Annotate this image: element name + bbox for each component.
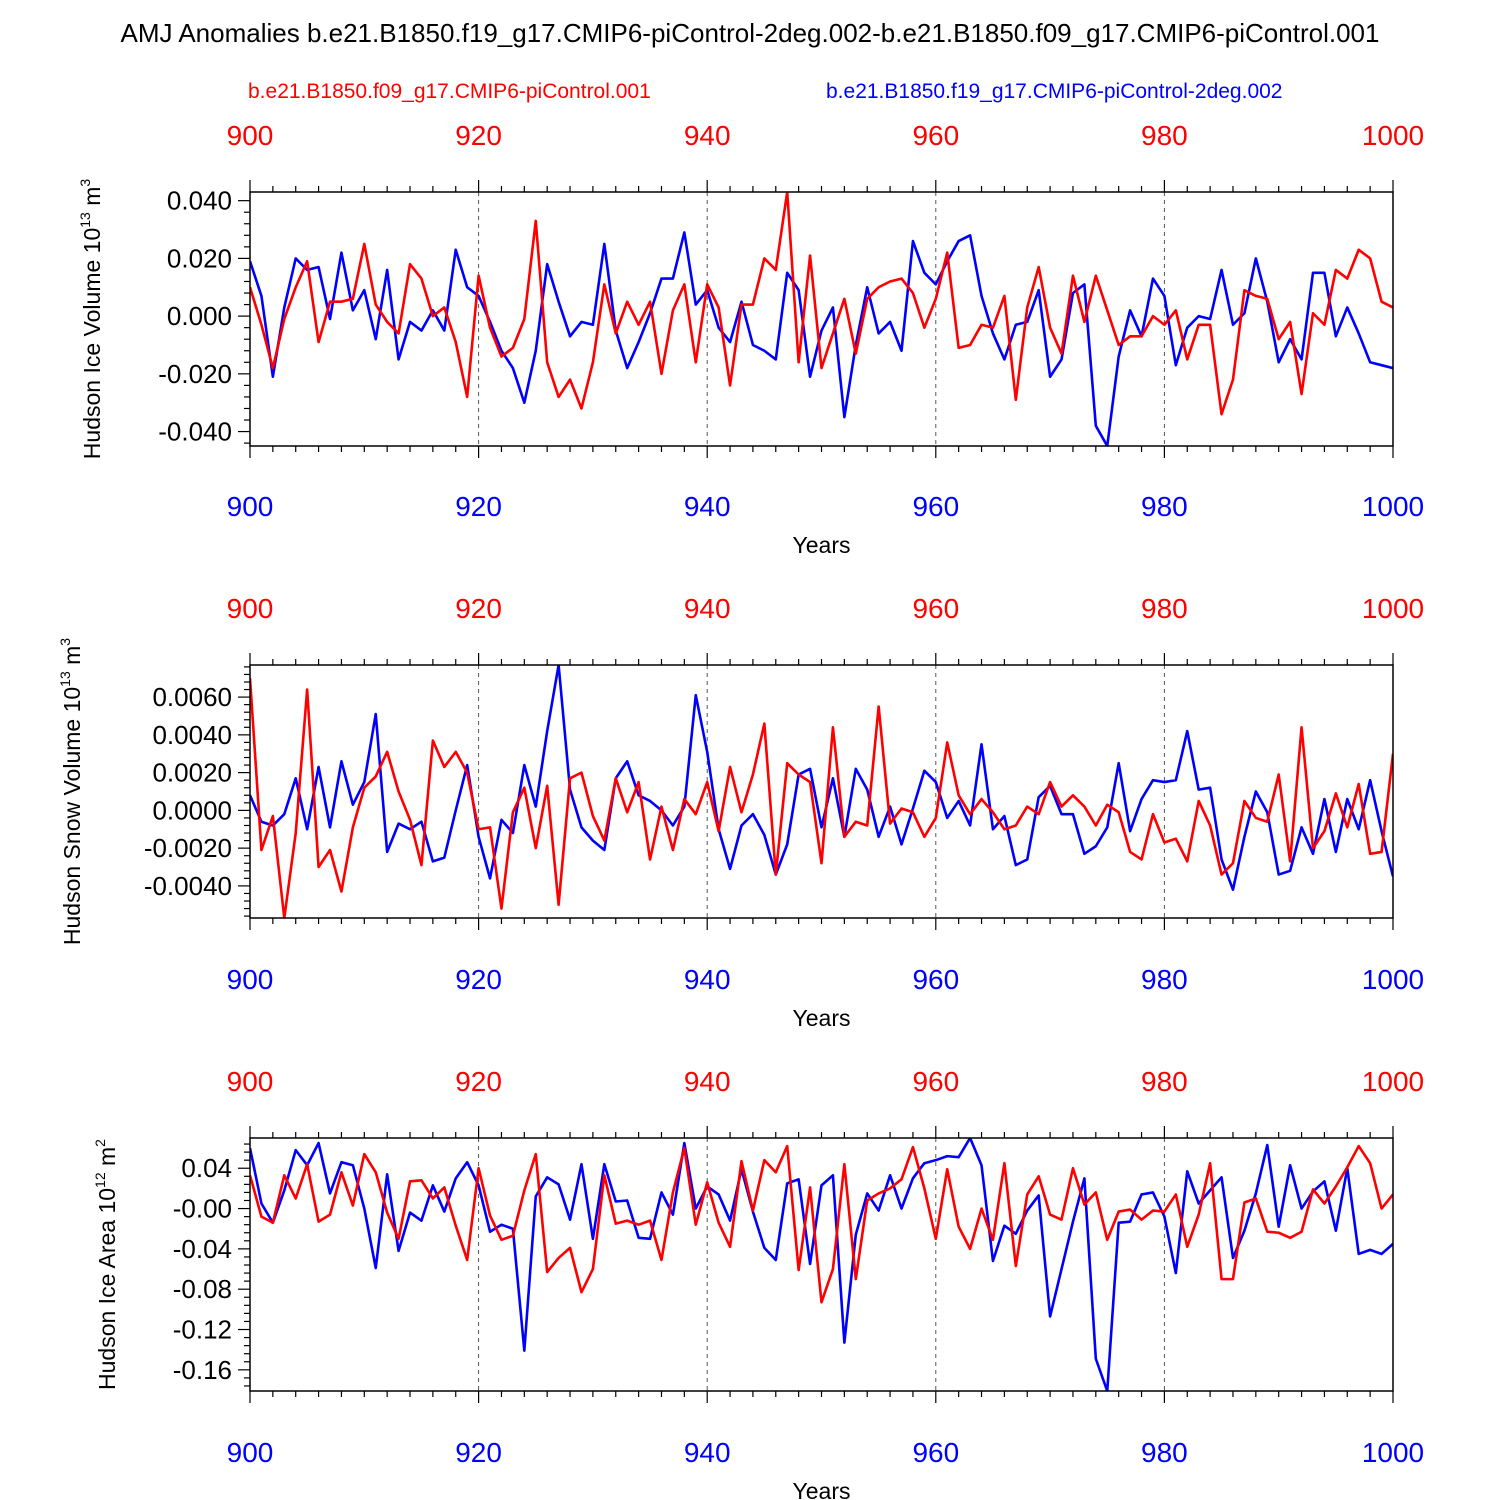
x-tick-label-top: 980 [1141,120,1188,151]
x-tick-label-top: 960 [912,120,959,151]
x-tick-label-top: 980 [1141,1066,1188,1097]
x-tick-label-bottom: 900 [227,491,274,522]
x-tick-label-top: 900 [227,1066,274,1097]
y-tick-label: -0.12 [173,1315,232,1345]
x-tick-label-top: 920 [455,593,502,624]
y-axis-label-part: m [79,187,105,213]
y-axis-label-sup: 3 [77,179,93,187]
x-tick-label-bottom: 940 [684,491,731,522]
y-axis-label-sup: 13 [77,212,93,228]
series-line-red [250,192,1393,416]
series-line-blue [250,231,1393,446]
series-line-blue [250,665,1393,891]
legend-red-run-label: b.e21.B1850.f09_g17.CMIP6-piControl.001 [248,80,651,103]
y-tick-label: -0.08 [173,1274,232,1304]
plot-frame [249,191,1394,447]
y-axis-label-part: Hudson Ice Area 10 [94,1188,120,1390]
panel-2: 0.0060 0.0040 0.0020 0.0000 -0.0020 -0.0040 90… [57,593,1424,1031]
x-tick-label-bottom: 960 [912,964,959,995]
x-tick-label-bottom: 900 [227,964,274,995]
y-tick-label: 0.000 [167,301,232,331]
y-tick-label: -0.00 [173,1194,232,1224]
y-tick-label: 0.020 [167,243,232,273]
x-tick-label-bottom: 980 [1141,1437,1188,1468]
x-axis-label: Years [793,532,851,558]
legend-blue-run-label: b.e21.B1850.f19_g17.CMIP6-piControl-2deg… [826,80,1283,103]
y-axis-label-sup: 2 [92,1139,108,1147]
y-tick-label: -0.0040 [144,871,232,901]
series-line-blue [250,1138,1393,1391]
x-tick-label-top: 960 [912,593,959,624]
y-tick-label: -0.020 [158,359,232,389]
y-axis-label: Hudson Ice Area 1012 m2 [92,1139,120,1390]
x-tick-label-top: 980 [1141,593,1188,624]
y-tick-label: -0.16 [173,1355,232,1385]
x-tick-label-bottom: 960 [912,491,959,522]
y-tick-label: 0.0020 [152,758,232,788]
x-tick-label-top: 940 [684,120,731,151]
x-axis-label: Years [793,1478,851,1500]
x-tick-label-top: 900 [227,593,274,624]
y-tick-label: -0.04 [173,1234,232,1264]
x-tick-label-top: 920 [455,1066,502,1097]
x-tick-label-top: 940 [684,1066,731,1097]
y-tick-label: 0.0000 [152,795,232,825]
y-axis-label-part: m [94,1147,120,1173]
y-tick-label: -0.0020 [144,833,232,863]
series-line-red [250,678,1393,918]
x-tick-label-bottom: 980 [1141,964,1188,995]
x-tick-label-bottom: 1000 [1362,1437,1424,1468]
y-axis-label-sup: 3 [57,638,73,646]
x-tick-label-bottom: 1000 [1362,491,1424,522]
y-axis-label-part: Hudson Snow Volume 10 [59,687,85,945]
y-axis-label: Hudson Ice Volume 1013 m3 [77,179,105,460]
x-tick-label-top: 920 [455,120,502,151]
y-axis-label-part: m [59,646,85,672]
y-tick-label: 0.0040 [152,720,232,750]
panel-1: 0.040 0.020 0.000 -0.020 -0.040 900 900 920 920 9… [77,120,1424,558]
series-line-red [250,1144,1393,1304]
x-tick-label-bottom: 920 [455,1437,502,1468]
panel-3: 0.04 -0.00 -0.04 -0.08 -0.12 -0.16 900 900 920 92… [92,1066,1424,1500]
x-tick-label-bottom: 980 [1141,491,1188,522]
x-tick-label-bottom: 940 [684,964,731,995]
x-tick-label-bottom: 920 [455,491,502,522]
y-axis-label: Hudson Snow Volume 1013 m3 [57,638,85,945]
plot-frame [249,664,1394,919]
x-tick-label-top: 1000 [1362,120,1424,151]
y-tick-label: -0.040 [158,417,232,447]
chart-title: AMJ Anomalies b.e21.B1850.f19_g17.CMIP6-… [120,18,1380,48]
x-tick-label-top: 940 [684,593,731,624]
y-axis-label-sup: 13 [57,671,73,687]
y-axis-label-part: Hudson Ice Volume 10 [79,228,105,459]
y-axis-label-sup: 12 [92,1172,108,1188]
x-tick-label-top: 960 [912,1066,959,1097]
x-axis-label: Years [793,1005,851,1031]
y-tick-label: 0.0060 [152,682,232,712]
x-tick-label-bottom: 900 [227,1437,274,1468]
plot-frame [249,1137,1394,1392]
y-tick-label: 0.04 [181,1153,232,1183]
x-tick-label-top: 900 [227,120,274,151]
x-tick-label-bottom: 1000 [1362,964,1424,995]
x-tick-label-bottom: 960 [912,1437,959,1468]
x-tick-label-top: 1000 [1362,593,1424,624]
x-tick-label-bottom: 940 [684,1437,731,1468]
x-tick-label-bottom: 920 [455,964,502,995]
x-tick-label-top: 1000 [1362,1066,1424,1097]
y-tick-label: 0.040 [167,186,232,216]
